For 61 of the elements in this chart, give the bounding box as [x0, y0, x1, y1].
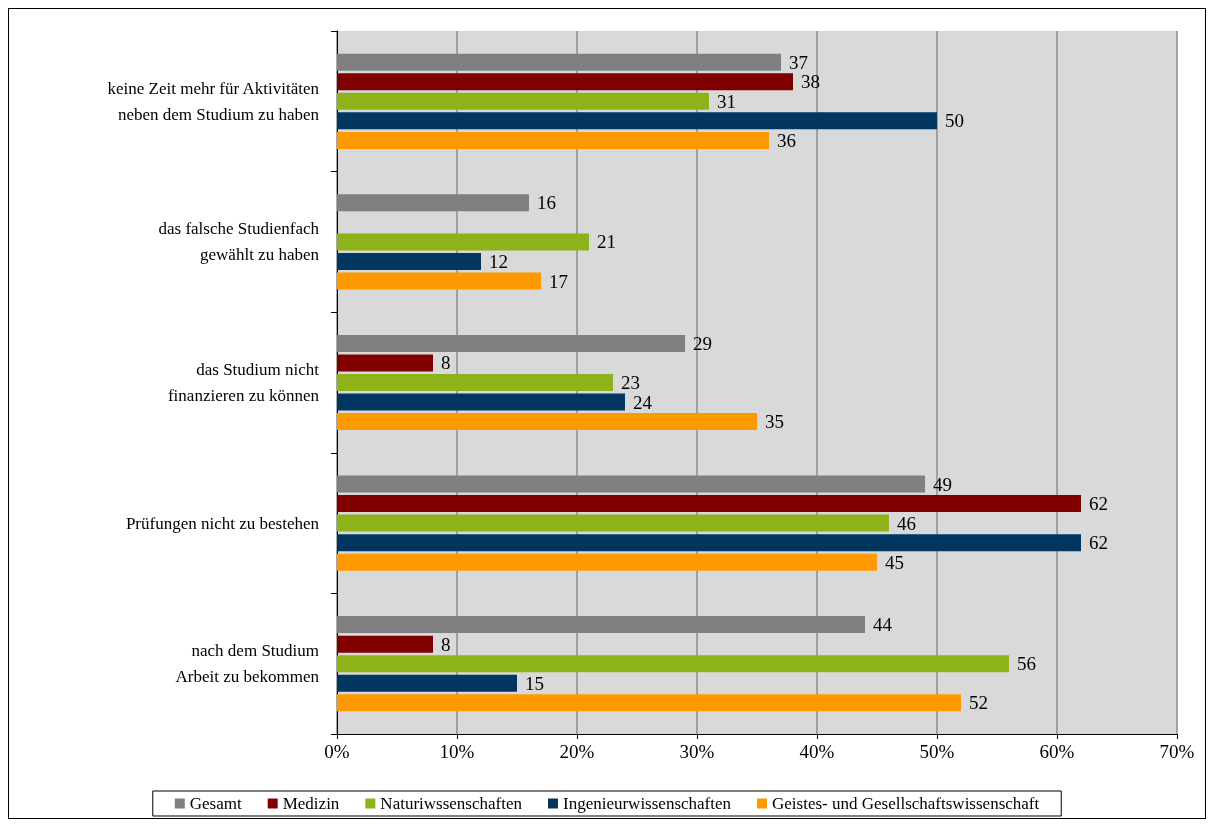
legend-label: Naturiwssenschaften: [380, 794, 523, 813]
data-label: 37: [789, 51, 808, 73]
x-tick-label: 40%: [799, 741, 835, 762]
legend-label: Gesamt: [189, 794, 242, 813]
data-label: 38: [801, 71, 820, 93]
bar: [337, 514, 889, 532]
bar: [337, 233, 589, 251]
data-label: 56: [1017, 653, 1036, 675]
bar: [337, 655, 1009, 673]
x-tick-label: 50%: [919, 741, 955, 762]
y-tick-label: das falsche Studienfach gewählt zu haben: [158, 219, 320, 265]
bar: [337, 393, 625, 411]
bar: [337, 354, 433, 372]
data-label: 29: [693, 332, 712, 354]
bar: [337, 252, 481, 270]
data-label: 23: [621, 372, 640, 393]
bar: [337, 534, 1081, 552]
y-tick-label: keine Zeit mehr für Aktivitäten neben dem Studium zu haben: [107, 78, 320, 124]
legend-label: Medizin: [282, 794, 340, 813]
bar: [337, 112, 937, 130]
data-label: 24: [633, 391, 653, 413]
data-label: 52: [969, 692, 988, 714]
bar: [337, 92, 709, 110]
data-label: 16: [537, 192, 556, 214]
data-label: 49: [933, 473, 952, 495]
bar: [337, 413, 757, 431]
data-label: 15: [525, 672, 544, 694]
y-tick-label: Prüfungen nicht zu bestehen: [125, 513, 320, 533]
legend-label: Geistes- und Gesellschaftswissenschaft: [772, 794, 1040, 813]
data-label: 50: [945, 110, 964, 132]
data-label: 21: [597, 231, 616, 253]
data-label: 8: [441, 352, 451, 374]
bar: [337, 495, 1081, 513]
bar: [337, 131, 769, 149]
x-tick-label: 10%: [439, 741, 475, 762]
data-label: 62: [1089, 493, 1108, 515]
bar: [337, 553, 877, 571]
x-tick-label: 30%: [679, 741, 715, 762]
data-label: 62: [1089, 532, 1108, 554]
data-label: 35: [765, 411, 784, 433]
data-label: 46: [897, 512, 916, 534]
bar: [337, 374, 613, 391]
data-label: 44: [873, 614, 893, 636]
x-tick-label: 70%: [1159, 741, 1195, 762]
data-label: 12: [489, 250, 508, 272]
data-label: 36: [777, 129, 796, 151]
bar: [337, 674, 517, 692]
bar: [337, 694, 961, 712]
x-tick-label: 60%: [1039, 741, 1075, 762]
bar: [337, 635, 433, 653]
x-tick-label: 20%: [559, 741, 595, 762]
data-label: 8: [441, 633, 451, 655]
data-label: 17: [549, 270, 568, 292]
y-tick-label: das Studium nicht finanzieren zu können: [167, 360, 320, 405]
y-tick-label: nach dem Studium Arbeit zu bekommen: [175, 641, 320, 687]
data-label: 45: [885, 551, 904, 573]
legend-label: Ingenieurwissenschaften: [562, 794, 732, 813]
bar: [337, 272, 541, 290]
x-tick-label: 0%: [324, 741, 350, 762]
bar: [337, 73, 793, 91]
data-label: 31: [717, 90, 736, 112]
